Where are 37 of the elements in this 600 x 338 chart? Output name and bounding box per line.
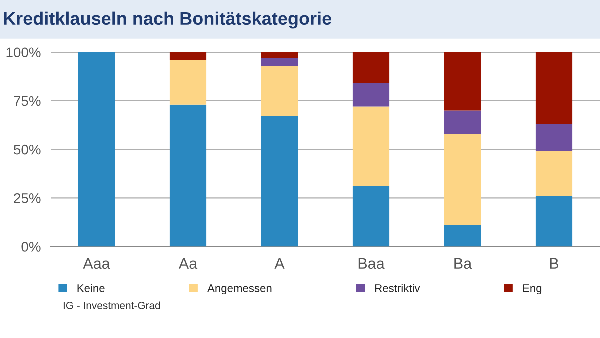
y-tick-label: 75% [14, 96, 41, 106]
bar [444, 52, 482, 111]
legend-label: Eng [523, 284, 542, 295]
bar [536, 196, 573, 247]
y-tick-label: 50% [14, 144, 41, 155]
bar [352, 83, 390, 107]
legend-label: Restriktiv [376, 284, 420, 292]
x-tick-label: B [550, 258, 559, 269]
x-tick-label: Baa [358, 258, 385, 270]
x-tick-label: Aa [178, 258, 198, 270]
bar [170, 52, 207, 60]
bar [352, 186, 390, 247]
y-tick-label: 25% [14, 193, 41, 204]
chart-title: Kreditklauseln nach Bonitätskategorie [4, 12, 332, 29]
bar [444, 225, 482, 247]
y-tick-label: 0% [22, 242, 41, 252]
bar [261, 116, 298, 247]
x-tick-label: A [274, 258, 285, 269]
bar [352, 106, 390, 186]
text: IG - Investment-Grad [64, 302, 160, 310]
bar [536, 124, 573, 152]
legend-label: Angemessen [208, 284, 272, 295]
x-tick-label: Ba [454, 258, 472, 270]
bar [170, 104, 207, 247]
bar [352, 52, 390, 84]
bar [536, 152, 573, 196]
bar [170, 60, 207, 105]
bar [536, 52, 573, 124]
legend-label: Keine [78, 284, 105, 292]
bar [261, 52, 298, 58]
bar [78, 52, 116, 247]
x-tick-label: Aaa [83, 258, 110, 270]
bar [444, 110, 482, 134]
y-tick-label: 100% [6, 48, 41, 58]
bar [261, 66, 298, 117]
bar [444, 134, 482, 226]
bar [261, 58, 298, 66]
